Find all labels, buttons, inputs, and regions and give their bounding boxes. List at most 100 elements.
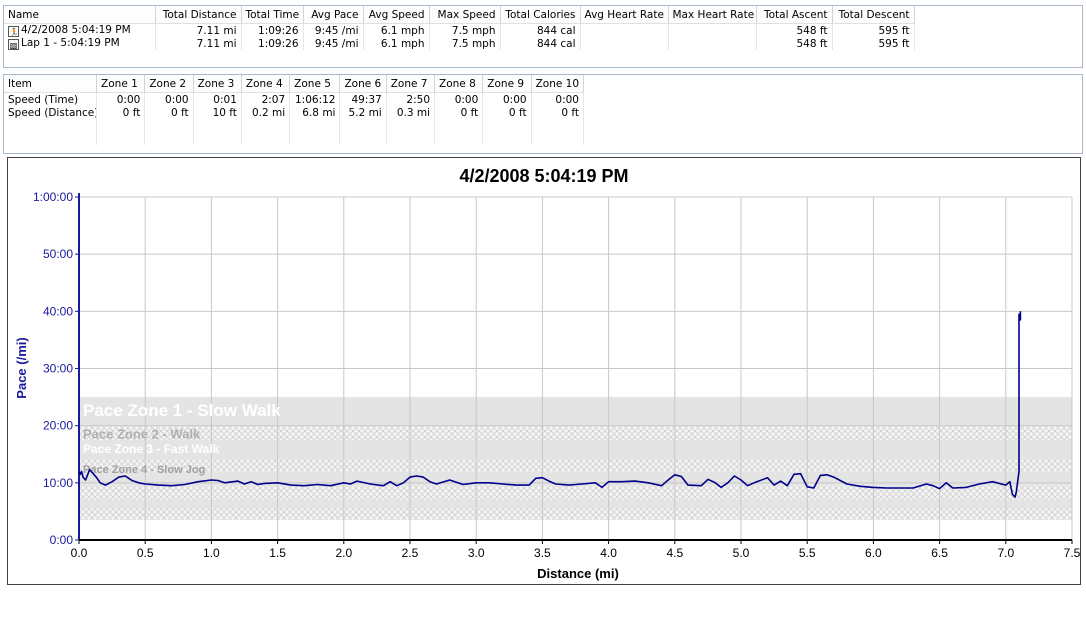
zone-3-value: 0:01 [193, 92, 242, 106]
x-tick-label: 7.0 [997, 546, 1014, 560]
x-tick-label: 1.5 [269, 546, 286, 560]
lap-row[interactable]: ▨ Lap 1 - 5:04:19 PM 7.11 mi 1:09:26 9:45… [4, 37, 915, 50]
x-tick-label: 3.0 [468, 546, 485, 560]
x-tick-label: 2.5 [402, 546, 419, 560]
x-tick-label: 3.5 [534, 546, 551, 560]
column-header-total-ascent[interactable]: Total Ascent [756, 6, 833, 24]
pace-zone-band [79, 459, 1072, 472]
x-tick-label: 6.5 [931, 546, 948, 560]
row-label: Speed (Time) [4, 92, 98, 106]
x-tick-label: 6.0 [865, 546, 882, 560]
column-header-avg-speed[interactable]: Avg Speed [363, 6, 430, 24]
lap-name: Lap 1 - 5:04:19 PM [21, 37, 120, 49]
column-header-zone-5[interactable]: Zone 5 [289, 75, 341, 93]
column-header-zone-10[interactable]: Zone 10 [531, 75, 585, 93]
pace-zone-label: Pace Zone 1 - Slow Walk [83, 401, 281, 420]
activity-table: Name Total Distance Total Time Avg Pace … [4, 6, 915, 50]
lap-name-cell[interactable]: ▨ Lap 1 - 5:04:19 PM [4, 37, 156, 50]
x-axis-label: Distance (mi) [537, 566, 619, 581]
lap-total-calories: 844 cal [500, 37, 581, 50]
zone-9-value: 0:00 [482, 92, 532, 106]
column-header-total-distance[interactable]: Total Distance [155, 6, 242, 24]
activity-avg-heart-rate [580, 23, 669, 37]
zone-4-value: 0.2 mi [241, 106, 291, 119]
pace-zone-band [79, 439, 1072, 460]
column-header-max-speed[interactable]: Max Speed [429, 6, 501, 24]
activity-total-calories: 844 cal [500, 23, 581, 37]
activity-max-heart-rate [668, 23, 757, 37]
column-header-avg-heart-rate[interactable]: Avg Heart Rate [580, 6, 669, 24]
x-tick-label: 7.5 [1064, 546, 1080, 560]
activity-avg-pace: 9:45 /mi [303, 23, 364, 37]
chart-title: 4/2/2008 5:04:19 PM [459, 166, 628, 186]
lap-avg-heart-rate [580, 37, 669, 50]
column-header-total-calories[interactable]: Total Calories [500, 6, 581, 24]
y-tick-label: 0:00 [50, 533, 74, 547]
x-tick-label: 4.5 [666, 546, 683, 560]
pace-chart: Pace Zone 1 - Slow Walk Pace Zone 2 - Wal… [14, 166, 1080, 581]
column-header-zone-4[interactable]: Zone 4 [241, 75, 291, 93]
activity-header-row: Name Total Distance Total Time Avg Pace … [4, 6, 915, 24]
zone-8-value: 0 ft [434, 106, 484, 119]
column-header-name[interactable]: Name [4, 6, 156, 24]
activity-total-time: 1:09:26 [241, 23, 304, 37]
x-tick-label: 5.5 [799, 546, 816, 560]
activity-total-ascent: 548 ft [756, 23, 833, 37]
column-header-item[interactable]: Item [4, 75, 98, 93]
x-tick-label: 0.0 [71, 546, 88, 560]
column-header-avg-pace[interactable]: Avg Pace [303, 6, 364, 24]
column-header-zone-7[interactable]: Zone 7 [386, 75, 436, 93]
pace-zone-label: Pace Zone 4 - Slow Jog [83, 464, 205, 476]
zone-7-value: 2:50 [386, 92, 436, 106]
column-header-zone-6[interactable]: Zone 6 [339, 75, 387, 93]
activity-summary-grid: Name Total Distance Total Time Avg Pace … [3, 5, 1083, 68]
zone-5-value: 6.8 mi [289, 106, 341, 119]
column-header-zone-2[interactable]: Zone 2 [144, 75, 194, 93]
zones-header-row: Item Zone 1 Zone 2 Zone 3 Zone 4 Zone 5 … [4, 75, 585, 93]
lap-total-ascent: 548 ft [756, 37, 833, 50]
zone-4-value: 2:07 [241, 92, 291, 106]
column-header-max-heart-rate[interactable]: Max Heart Rate [668, 6, 757, 24]
zone-2-value: 0:00 [144, 92, 194, 106]
pace-zone-band [79, 471, 1072, 486]
zone-10-value: 0 ft [531, 106, 585, 119]
column-header-zone-9[interactable]: Zone 9 [482, 75, 532, 93]
activity-total-distance: 7.11 mi [155, 23, 242, 37]
column-header-total-descent[interactable]: Total Descent [832, 6, 915, 24]
pace-zone-band [79, 397, 1072, 426]
pace-zone-band [79, 485, 1072, 500]
zone-6-value: 49:37 [339, 92, 387, 106]
x-tick-label: 1.0 [203, 546, 220, 560]
empty-row [4, 119, 585, 132]
zone-3-value: 10 ft [193, 106, 242, 119]
zone-1-value: 0:00 [96, 92, 146, 106]
lap-avg-speed: 6.1 mph [363, 37, 430, 50]
column-header-zone-8[interactable]: Zone 8 [434, 75, 484, 93]
lap-max-speed: 7.5 mph [429, 37, 501, 50]
y-tick-label: 1:00:00 [33, 190, 73, 204]
column-header-total-time[interactable]: Total Time [241, 6, 304, 24]
y-tick-label: 50:00 [43, 247, 73, 261]
pace-zone-band [79, 508, 1072, 520]
pace-zone-band [79, 499, 1072, 509]
column-header-zone-1[interactable]: Zone 1 [96, 75, 146, 93]
activity-name-cell[interactable]: 🏃 4/2/2008 5:04:19 PM [4, 23, 156, 37]
y-tick-label: 30:00 [43, 362, 73, 376]
activity-max-speed: 7.5 mph [429, 23, 501, 37]
speed-time-row[interactable]: Speed (Time) 0:00 0:00 0:01 2:07 1:06:12… [4, 92, 585, 106]
activity-row[interactable]: 🏃 4/2/2008 5:04:19 PM 7.11 mi 1:09:26 9:4… [4, 23, 915, 37]
zone-5-value: 1:06:12 [289, 92, 341, 106]
x-tick-label: 4.0 [600, 546, 617, 560]
y-tick-label: 40:00 [43, 304, 73, 318]
activity-name: 4/2/2008 5:04:19 PM [21, 24, 131, 36]
y-tick-label: 10:00 [43, 476, 73, 490]
lap-avg-pace: 9:45 /mi [303, 37, 364, 50]
column-header-zone-3[interactable]: Zone 3 [193, 75, 242, 93]
zones-table: Item Zone 1 Zone 2 Zone 3 Zone 4 Zone 5 … [4, 75, 585, 145]
pace-zone-label: Pace Zone 3 - Fast Walk [83, 442, 220, 456]
zone-1-value: 0 ft [96, 106, 146, 119]
x-tick-label: 0.5 [137, 546, 154, 560]
zone-2-value: 0 ft [144, 106, 194, 119]
speed-distance-row[interactable]: Speed (Distance) 0 ft 0 ft 10 ft 0.2 mi … [4, 106, 585, 119]
zone-8-value: 0:00 [434, 92, 484, 106]
